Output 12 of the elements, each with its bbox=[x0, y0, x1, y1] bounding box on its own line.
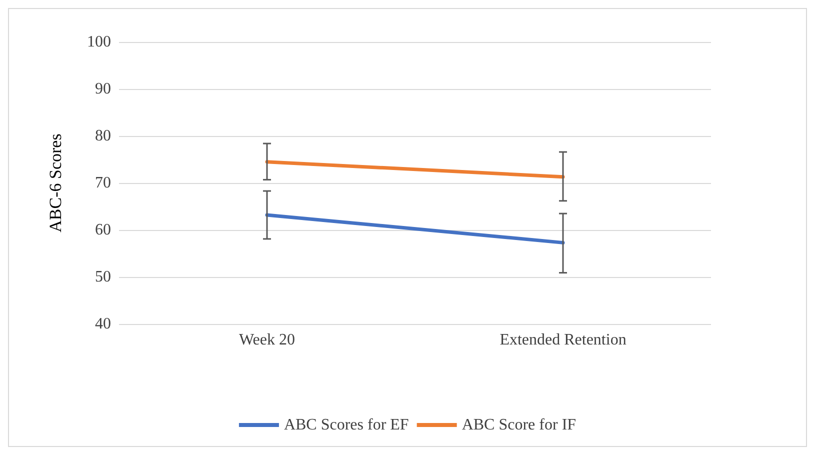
y-tick-label: 100 bbox=[87, 34, 111, 50]
legend-label: ABC Score for IF bbox=[462, 416, 576, 434]
y-tick-label: 80 bbox=[95, 128, 111, 144]
y-tick-label: 40 bbox=[95, 316, 111, 332]
x-tick-label: Week 20 bbox=[238, 332, 296, 348]
y-axis-title: ABC-6 Scores bbox=[46, 134, 65, 232]
y-tick-label: 70 bbox=[95, 174, 111, 192]
y-tick-label: 50 bbox=[95, 268, 111, 286]
legend-label: ABC Scores for EF bbox=[284, 416, 409, 434]
y-tick-label: 90 bbox=[95, 80, 111, 98]
x-tick-label: Extended Retention bbox=[500, 332, 626, 348]
y-tick-label: 60 bbox=[95, 222, 111, 238]
